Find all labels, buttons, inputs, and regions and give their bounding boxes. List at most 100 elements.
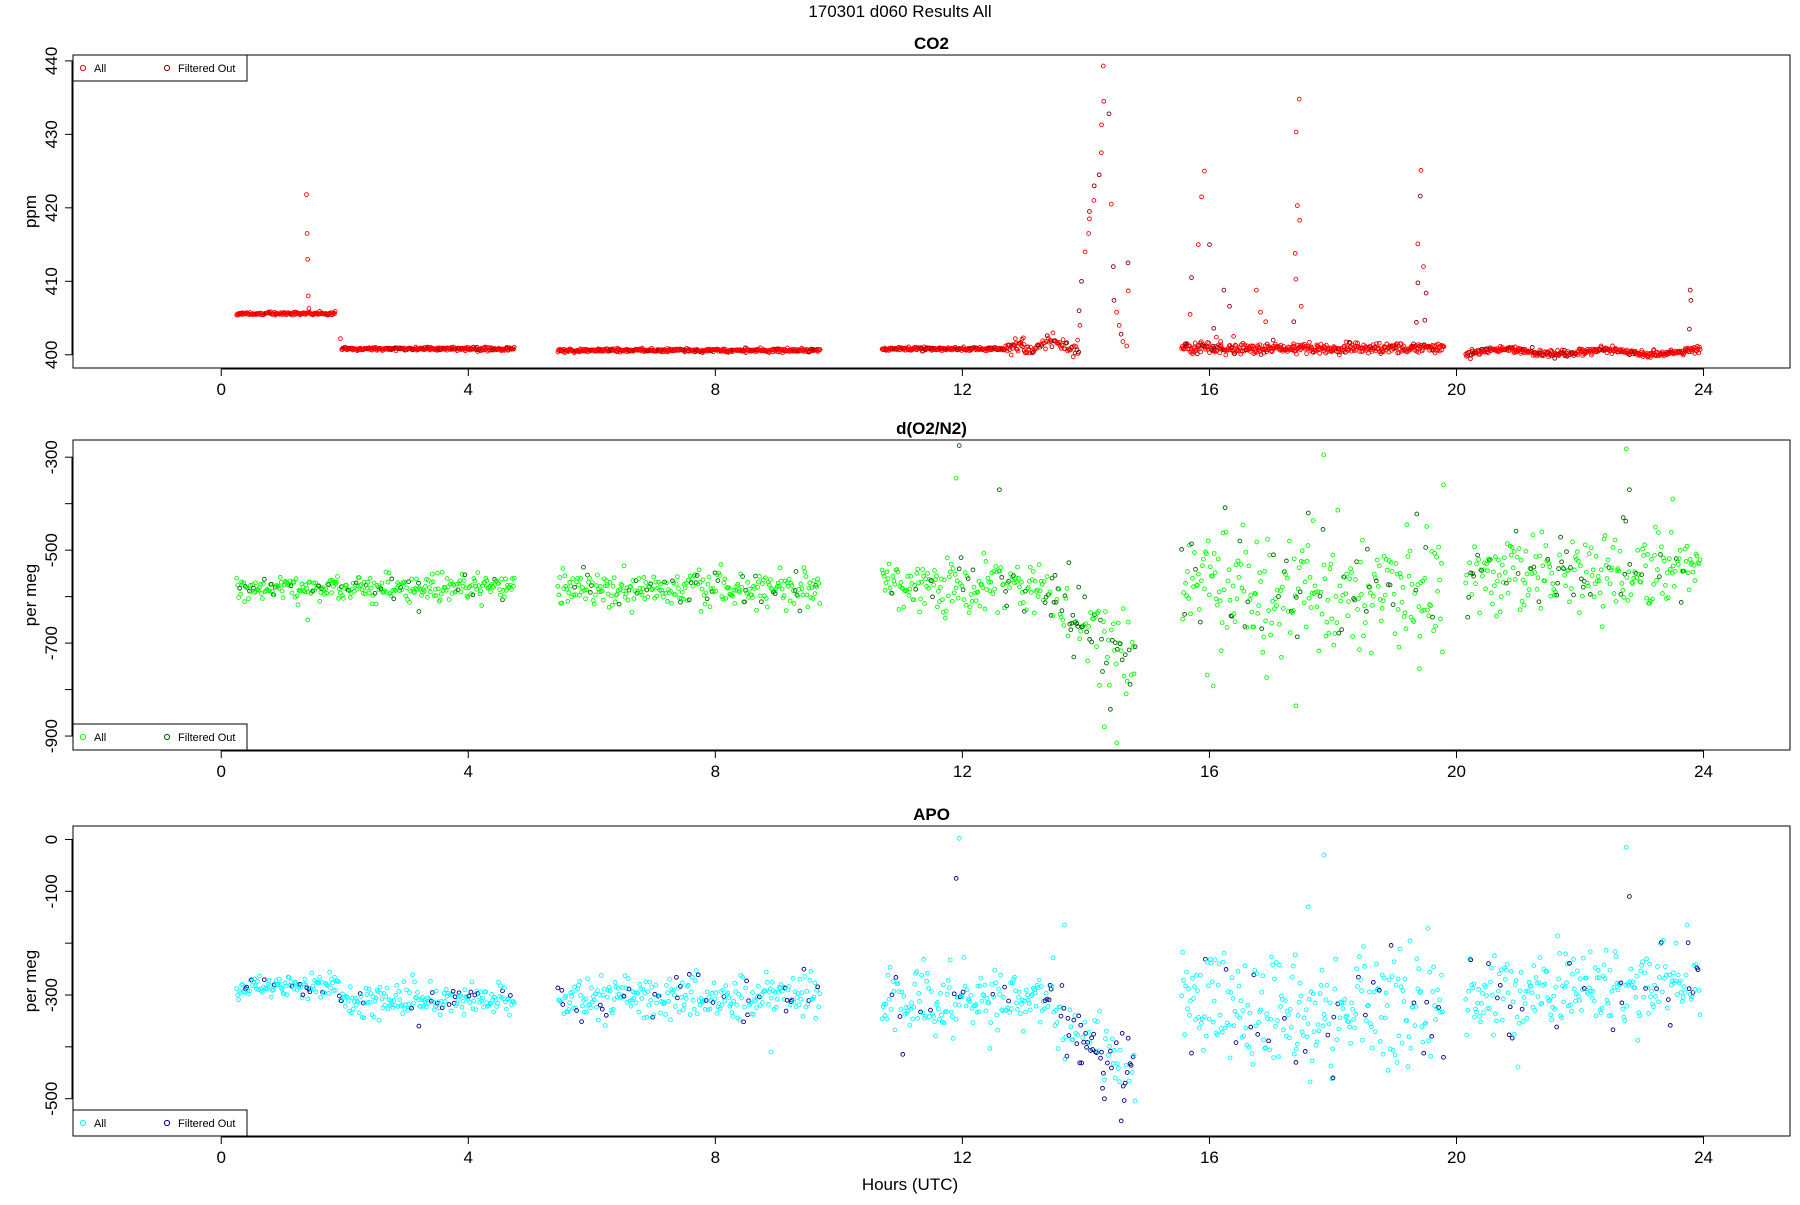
point-all <box>593 592 598 598</box>
point-all <box>982 606 988 612</box>
point-all <box>1612 949 1618 954</box>
point-all <box>766 582 772 588</box>
point-all <box>379 996 385 1002</box>
point-all <box>399 587 405 593</box>
point-all <box>279 986 285 992</box>
point-all <box>631 995 637 1001</box>
point-all <box>1198 349 1204 355</box>
point-filtered-out <box>1059 608 1065 613</box>
point-filtered-out <box>1687 287 1693 293</box>
point-all <box>594 1004 599 1010</box>
point-all <box>1416 604 1422 609</box>
point-all <box>1220 959 1226 965</box>
point-all <box>432 586 438 592</box>
point-all <box>442 585 448 591</box>
point-all <box>603 578 609 584</box>
point-all <box>785 583 791 589</box>
point-all <box>688 989 694 995</box>
point-all <box>749 592 754 598</box>
point-all <box>730 593 736 599</box>
point-all <box>802 974 808 979</box>
point-all <box>1249 609 1255 615</box>
point-filtered-out <box>710 1000 716 1005</box>
point-all <box>975 589 981 595</box>
point-all <box>779 586 785 592</box>
point-all <box>457 992 463 998</box>
point-filtered-out <box>574 1008 579 1013</box>
point-all <box>1573 554 1578 560</box>
point-all <box>705 581 711 587</box>
point-all <box>725 990 731 996</box>
point-all <box>915 1016 921 1021</box>
point-all <box>427 585 432 590</box>
point-filtered-out <box>1284 558 1289 564</box>
point-all <box>1491 569 1496 575</box>
point-all <box>1120 339 1126 344</box>
point-all <box>1231 334 1236 339</box>
point-all <box>1492 953 1497 959</box>
point-all <box>816 1004 822 1010</box>
point-all <box>358 582 364 587</box>
point-all <box>327 969 332 975</box>
point-all <box>1529 571 1535 577</box>
point-all <box>444 576 450 581</box>
point-all <box>911 597 917 603</box>
point-all <box>991 569 997 574</box>
point-all <box>1423 1020 1429 1026</box>
point-all <box>1352 1025 1357 1031</box>
point-all <box>1535 575 1541 580</box>
point-all <box>951 590 957 596</box>
point-filtered-out <box>1127 682 1133 687</box>
point-all <box>690 583 696 589</box>
point-all <box>1093 614 1098 619</box>
point-all <box>1195 988 1200 994</box>
point-all <box>394 983 400 988</box>
point-all <box>758 593 763 599</box>
point-all <box>369 601 375 607</box>
point-all <box>791 601 797 606</box>
point-all <box>405 1008 410 1013</box>
point-all <box>1533 975 1539 980</box>
point-all <box>919 579 924 585</box>
point-all <box>1050 330 1056 336</box>
point-filtered-out <box>357 991 363 996</box>
point-all <box>682 585 688 591</box>
point-all <box>916 580 922 585</box>
point-all <box>1670 970 1676 976</box>
point-all <box>1291 343 1297 349</box>
point-all <box>1645 552 1650 557</box>
point-all <box>1464 572 1470 578</box>
point-all <box>1647 600 1652 606</box>
point-all <box>1373 961 1379 967</box>
point-all <box>1694 553 1700 559</box>
point-filtered-out <box>1232 351 1237 357</box>
point-all <box>330 980 335 986</box>
point-all <box>368 991 374 996</box>
point-filtered-out <box>1325 1032 1331 1038</box>
point-filtered-out <box>1654 986 1659 992</box>
point-all <box>702 601 708 607</box>
point-all <box>586 579 591 585</box>
point-all <box>384 985 390 991</box>
point-all <box>1380 1051 1386 1057</box>
point-all <box>1291 341 1296 347</box>
point-filtered-out <box>1079 278 1084 284</box>
point-all <box>1587 949 1593 955</box>
point-all <box>936 1006 941 1012</box>
point-all <box>435 586 441 592</box>
point-all <box>925 570 930 576</box>
point-all <box>763 575 768 581</box>
point-filtered-out <box>1317 593 1323 599</box>
point-all <box>685 577 691 583</box>
point-all <box>1557 951 1562 956</box>
point-all <box>1254 539 1260 545</box>
point-all <box>779 988 785 994</box>
point-all <box>1407 548 1413 554</box>
point-all <box>1264 1011 1269 1017</box>
point-all <box>1357 954 1362 959</box>
point-all <box>1294 351 1299 357</box>
point-filtered-out <box>648 581 654 587</box>
point-all <box>1021 1028 1026 1034</box>
point-all <box>1218 342 1224 348</box>
point-all <box>278 579 284 585</box>
